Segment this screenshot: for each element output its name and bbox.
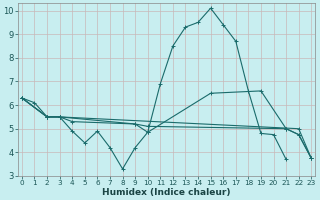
X-axis label: Humidex (Indice chaleur): Humidex (Indice chaleur) [102, 188, 231, 197]
